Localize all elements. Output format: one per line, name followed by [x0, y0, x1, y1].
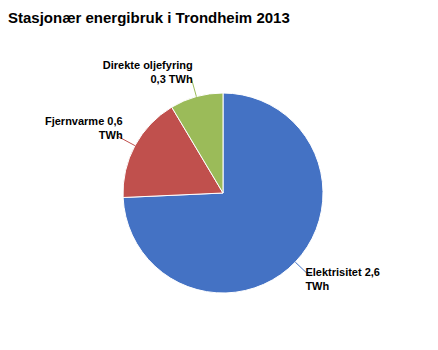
svg-text:Direkte oljefyring0,3 TWh: Direkte oljefyring0,3 TWh [103, 59, 193, 85]
html-text:Stasjonær energibruk i Trondhe: Stasjonær energibruk i Trondheim 2013 [8, 9, 290, 26]
svg-text:Elektrisitet 2,6TWh: Elektrisitet 2,6TWh [305, 266, 380, 292]
svg-text:Fjernvarme 0,6TWh: Fjernvarme 0,6TWh [45, 115, 123, 141]
